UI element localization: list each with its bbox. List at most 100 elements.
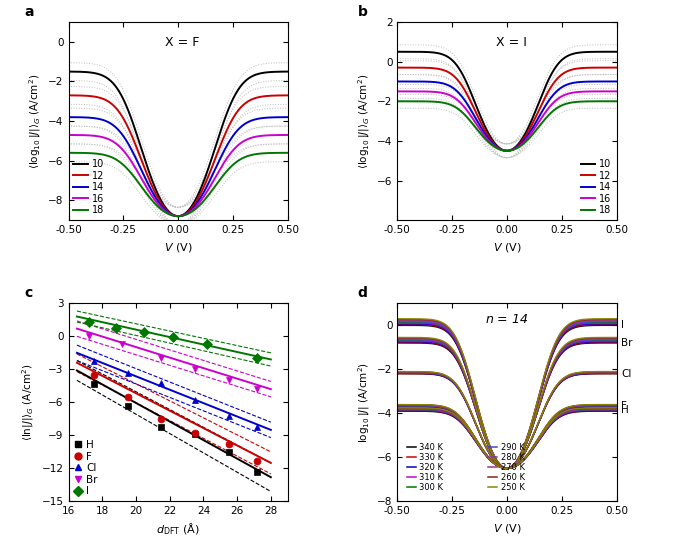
10 [503,148,511,154]
Line: 16: 16 [397,91,616,151]
18 [284,149,292,156]
18 [211,183,219,190]
16 [503,148,511,154]
Legend: H, F, Cl, Br, I: H, F, Cl, Br, I [74,440,98,496]
Line: 18: 18 [397,101,616,151]
14 [540,105,548,111]
Text: $n$ = 14: $n$ = 14 [485,313,529,326]
Line: 10: 10 [397,52,616,151]
18 [393,98,401,105]
14 [121,135,129,142]
10 [64,68,73,75]
16 [194,201,202,208]
10 [284,68,292,75]
12 [612,64,621,71]
14 [432,79,440,85]
10 [612,48,621,55]
12 [64,92,73,99]
Text: X = I: X = I [496,36,527,49]
14 [493,144,501,150]
Text: c: c [25,287,33,300]
16 [493,144,501,151]
10 [432,50,440,56]
16 [164,209,172,216]
Text: X = F: X = F [165,36,199,49]
14 [558,83,566,90]
14 [393,78,401,85]
10 [493,142,501,149]
12 [393,64,401,71]
10 [164,207,172,214]
Legend: 290 K, 280 K, 270 K, 260 K, 250 K: 290 K, 280 K, 270 K, 260 K, 250 K [485,440,528,495]
Text: d: d [358,287,368,300]
16 [211,174,219,181]
10 [540,87,548,93]
10 [121,99,129,106]
16 [121,149,129,155]
X-axis label: $d_\mathrm{DFT}$ (Å): $d_\mathrm{DFT}$ (Å) [156,522,200,537]
16 [449,94,458,101]
18 [503,148,511,154]
Y-axis label: $\langle\log_{10}|J|\rangle_G$ (A/cm$^2$): $\langle\log_{10}|J|\rangle_G$ (A/cm$^2$… [27,73,42,169]
18 [540,117,548,123]
Line: 12: 12 [397,68,616,151]
14 [523,133,531,140]
Text: b: b [358,5,368,19]
16 [432,89,440,95]
Text: Cl: Cl [621,369,632,379]
12 [211,155,219,162]
16 [393,88,401,95]
18 [194,203,202,210]
14 [503,148,511,154]
16 [523,136,531,142]
14 [229,131,238,138]
Line: 12: 12 [68,95,288,216]
12 [164,208,172,214]
18 [64,149,73,156]
14 [211,166,219,172]
18 [558,102,566,109]
14 [174,213,182,219]
X-axis label: $V$ (V): $V$ (V) [164,241,192,253]
12 [174,213,182,219]
10 [229,94,238,100]
16 [612,88,621,95]
18 [229,161,238,168]
Line: 16: 16 [68,135,288,216]
Line: 10: 10 [68,72,288,216]
14 [103,118,112,125]
Text: H: H [621,405,629,415]
12 [449,73,458,79]
16 [229,146,238,153]
16 [103,136,112,142]
14 [284,114,292,121]
Line: 18: 18 [68,153,288,216]
X-axis label: $V$ (V): $V$ (V) [493,522,521,535]
10 [393,48,401,55]
Legend: 10, 12, 14, 16, 18: 10, 12, 14, 16, 18 [73,159,104,215]
14 [449,85,458,91]
18 [174,213,182,219]
12 [523,131,531,137]
18 [523,137,531,144]
18 [164,210,172,217]
10 [103,75,112,82]
Line: 14: 14 [68,117,288,216]
12 [103,98,112,104]
12 [121,118,129,125]
12 [493,143,501,149]
10 [174,213,182,219]
10 [449,58,458,65]
16 [174,213,182,219]
12 [229,114,238,120]
12 [284,92,292,99]
Text: Br: Br [621,338,632,348]
10 [194,191,202,198]
10 [523,127,531,134]
14 [164,209,172,215]
14 [612,78,621,85]
16 [558,93,566,99]
16 [64,132,73,138]
10 [211,144,219,151]
Text: I: I [621,320,624,331]
